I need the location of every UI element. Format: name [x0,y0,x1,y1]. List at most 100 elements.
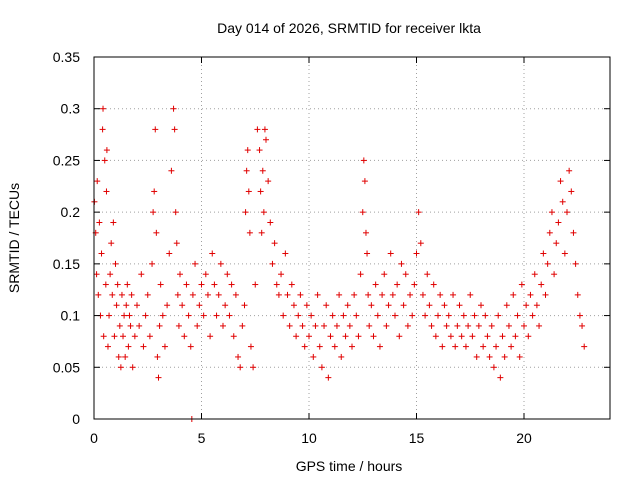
data-point [153,229,160,236]
data-point [379,291,386,298]
data-point [102,281,109,288]
data-point [478,302,484,309]
data-point [404,322,411,329]
data-point [204,291,211,298]
data-point [174,291,181,298]
data-point [179,302,186,309]
data-point [473,353,480,360]
data-point [323,302,330,309]
data-point [183,281,190,288]
data-point [407,291,414,298]
data-point [260,209,267,216]
x-tick-labels: 0 5 10 15 20 [90,430,532,446]
data-point [187,343,194,350]
data-point [366,322,373,329]
data-point [99,126,106,133]
data-point [306,333,312,340]
y-tick-label: 0.05 [53,359,80,375]
data-point [261,126,268,133]
data-point [136,322,143,329]
data-point [189,291,196,298]
data-point [172,209,179,216]
data-point [564,209,570,216]
data-point [508,343,515,350]
data-point [265,178,272,185]
data-point [252,281,259,288]
data-point [293,333,300,340]
data-point [228,281,235,288]
data-point [284,291,291,298]
data-point [338,353,345,360]
data-point [155,374,162,381]
data-point [409,312,416,319]
data-point [149,260,156,267]
data-point [301,343,308,350]
data-point [171,126,178,133]
data-point [437,291,444,298]
data-point [144,291,151,298]
data-point [120,333,127,340]
data-point [432,333,439,340]
data-point [254,126,261,133]
data-point [250,364,257,371]
data-point [458,333,465,340]
data-point [267,219,274,226]
data-point [299,322,306,329]
data-point [325,374,332,381]
data-point [566,167,573,174]
data-point [360,157,367,164]
data-point [499,333,506,340]
data-point [127,322,134,329]
data-point [503,302,510,309]
data-point [104,343,111,350]
data-point [331,343,338,350]
data-point [531,271,538,278]
data-point [282,250,289,257]
data-point [333,322,340,329]
data-point [462,343,469,350]
data-point [198,281,205,288]
data-point [428,322,435,329]
data-point [353,312,360,319]
data-point [259,167,266,174]
data-point [164,302,171,309]
data-point [501,353,508,360]
data-point [471,312,478,319]
data-point [121,312,128,319]
data-point [146,333,153,340]
data-point [175,322,182,329]
data-point [372,281,379,288]
data-point [152,126,159,133]
data-point [576,312,583,319]
data-point [166,250,173,257]
data-point [454,322,461,329]
data-point [349,343,355,350]
data-point [286,322,293,329]
data-point [424,271,431,278]
data-point [392,312,398,319]
data-point [516,353,523,360]
data-point [243,167,250,174]
data-point [514,312,521,319]
y-tick-label: 0.15 [53,256,80,272]
data-point [450,291,457,298]
y-tick-label: 0.1 [61,308,81,324]
data-point [211,281,218,288]
data-point [495,312,502,319]
data-point [94,178,101,185]
data-point [430,281,437,288]
data-point [510,291,517,298]
data-point [207,333,214,340]
data-point [103,188,110,195]
y-tick-label: 0.3 [61,101,81,117]
data-point [150,209,157,216]
data-point [242,209,249,216]
data-points [91,105,588,422]
data-point [93,271,100,278]
data-point [493,343,500,350]
data-point [161,343,168,350]
data-point [482,312,489,319]
data-point [290,302,297,309]
data-point [100,105,107,112]
data-point [396,333,403,340]
